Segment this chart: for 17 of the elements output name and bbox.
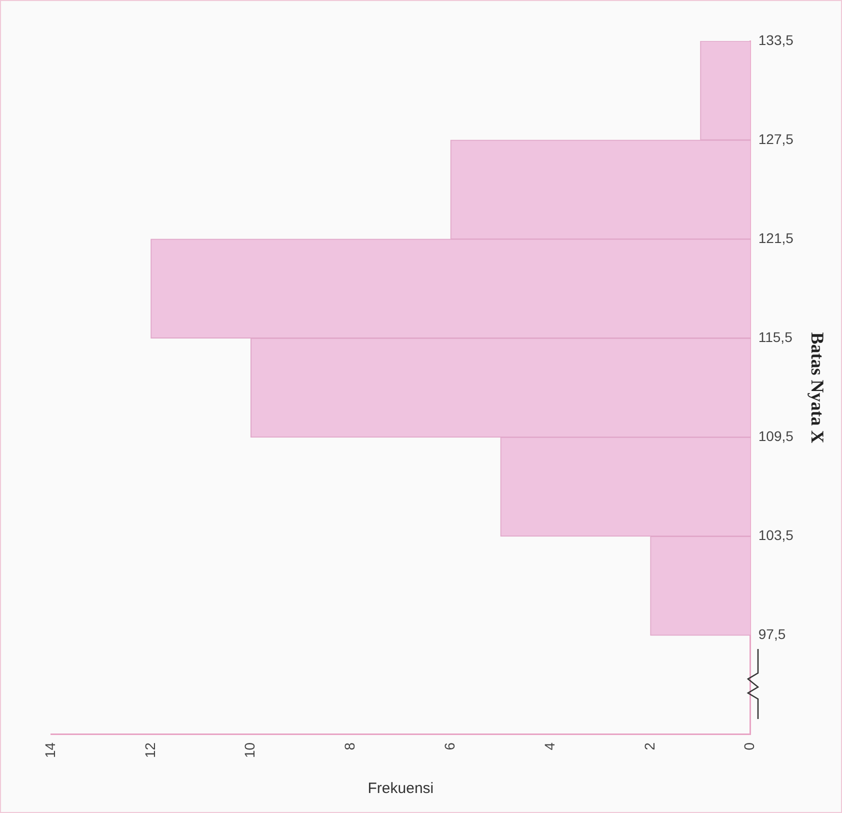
x-tick-label: 2	[641, 742, 658, 750]
y-tick-label: 115,5	[758, 329, 793, 346]
x-tick-label: 10	[242, 742, 258, 758]
x-tick-label: 6	[441, 742, 458, 750]
x-tick-label: 12	[142, 742, 158, 758]
x-tick-label: 4	[541, 742, 558, 750]
y-tick-label: 109,5	[758, 428, 794, 444]
y-axis-title: Batas Nyata X	[808, 332, 828, 444]
y-tick-label: 121,5	[758, 230, 794, 246]
y-tick-label: 133,5	[758, 32, 794, 48]
y-tick-label: 103,5	[758, 527, 794, 544]
y-tick-label: 97,5	[758, 626, 786, 642]
x-axis-title: Frekuensi	[368, 780, 434, 798]
y-tick-label: 127,5	[758, 130, 794, 147]
x-tick-label: 14	[42, 742, 58, 758]
x-tick-label: 8	[342, 742, 358, 750]
x-tick-label: 0	[741, 742, 758, 750]
